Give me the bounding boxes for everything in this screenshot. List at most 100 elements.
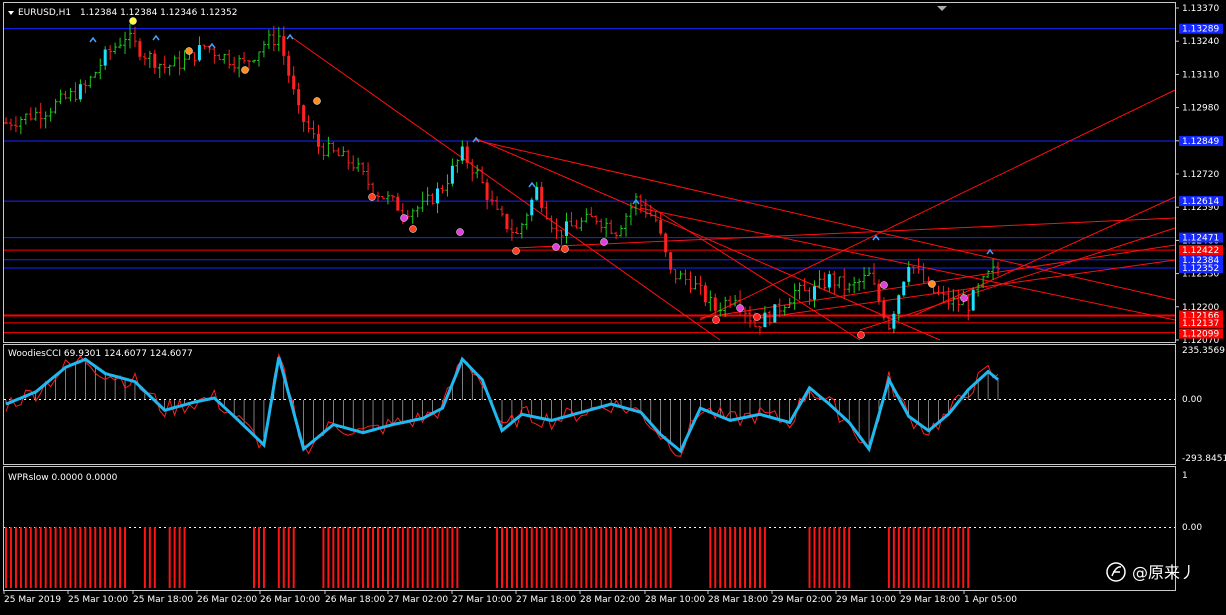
candle-body xyxy=(396,196,400,211)
time-axis: 25 Mar 2019 25 Mar 10:00 25 Mar 18:00 26 Ma… xyxy=(3,590,1017,605)
signal-marker xyxy=(313,97,321,105)
candle-body xyxy=(703,285,707,303)
candle-body xyxy=(505,214,509,230)
candle-body xyxy=(763,312,767,328)
price-tick-label: 1.12200 xyxy=(1182,303,1219,313)
time-tick-label: 27 Mar 02:00 xyxy=(388,595,448,605)
price-tag-blue xyxy=(1179,262,1223,273)
price-tag-text: 1.12614 xyxy=(1182,197,1219,207)
cci-axis-label: -293.8451 xyxy=(1182,454,1226,464)
time-tick-label: 26 Mar 02:00 xyxy=(197,595,257,605)
cci-axis: 235.3569 0.00 -293.8451 xyxy=(1182,346,1226,464)
cci-axis-label: 0.00 xyxy=(1182,395,1202,405)
arrow-up-icon xyxy=(872,234,880,241)
horizontal-levels xyxy=(4,28,1175,334)
signal-marker xyxy=(880,281,888,289)
price-tags: 1.132891.128491.126141.124711.123841.123… xyxy=(1179,23,1223,340)
signal-marker xyxy=(736,304,744,312)
trend-lines xyxy=(289,35,1176,341)
candle-body xyxy=(882,300,886,318)
candle-body xyxy=(907,267,911,282)
chevron-down-icon[interactable] xyxy=(8,11,14,15)
ohlc-label: 1.12384 1.12384 1.12346 1.12352 xyxy=(80,8,237,18)
candle-body xyxy=(669,252,673,270)
candle-body xyxy=(465,146,469,163)
price-tag-blue xyxy=(1179,23,1223,34)
arrow-up-icon xyxy=(286,33,294,40)
candle-body xyxy=(773,304,777,323)
trend-line xyxy=(514,217,1176,249)
candle-body xyxy=(302,105,306,122)
price-tick-label: 1.12070 xyxy=(1182,336,1219,346)
price-tag-text: 1.12471 xyxy=(1182,234,1219,244)
candle-body xyxy=(713,297,717,311)
trend-line xyxy=(699,89,1176,321)
candle-body xyxy=(897,295,901,314)
time-tick-label: 26 Mar 18:00 xyxy=(325,595,385,605)
price-tag-red xyxy=(1179,317,1223,328)
signal-marker xyxy=(928,280,936,288)
cci-signal-line xyxy=(5,352,999,457)
candle-body xyxy=(485,182,489,200)
candle-body xyxy=(971,289,975,311)
time-tick-label: 28 Mar 02:00 xyxy=(580,595,640,605)
time-tick-label: 1 Apr 05:00 xyxy=(964,595,1017,605)
arrow-up-icon xyxy=(89,36,97,43)
cci-axis-label: 235.3569 xyxy=(1182,346,1225,356)
signal-marker xyxy=(753,313,761,321)
cci-line xyxy=(5,356,999,454)
time-tick-label: 27 Mar 18:00 xyxy=(516,595,576,605)
price-tick-label: 1.12330 xyxy=(1182,270,1219,280)
price-tick-label: 1.13370 xyxy=(1182,4,1219,14)
logo-icon xyxy=(1106,562,1126,582)
price-tag-blue xyxy=(1179,254,1223,265)
trend-line xyxy=(474,139,1176,301)
price-tag-red xyxy=(1179,328,1223,339)
signal-marker xyxy=(561,245,569,253)
arrow-up-icon xyxy=(528,181,536,188)
watermark: @原来丿 xyxy=(1106,562,1196,582)
signal-marker xyxy=(400,214,408,222)
time-tick-label: 29 Mar 18:00 xyxy=(900,595,960,605)
trend-line xyxy=(289,35,721,341)
price-panel[interactable] xyxy=(4,17,1176,341)
candle-body xyxy=(659,220,663,234)
candle-body xyxy=(812,286,816,300)
arrow-up-icon xyxy=(986,248,994,255)
price-tag-text: 1.12384 xyxy=(1182,256,1219,266)
time-tick-label: 25 Mar 18:00 xyxy=(133,595,193,605)
arrow-up-icon xyxy=(472,136,480,143)
wpr-label: WPRslow 0.0000 0.0000 xyxy=(8,473,118,483)
candle-body xyxy=(460,146,464,161)
signal-marker xyxy=(409,225,417,233)
signal-marker xyxy=(456,228,464,236)
shift-marker-icon[interactable] xyxy=(937,6,947,11)
symbol-label: EURUSD,H1 xyxy=(18,8,71,18)
candle-body xyxy=(153,53,157,68)
candle-body xyxy=(540,186,544,208)
wpr-panel[interactable]: WPRslow 0.0000 0.0000 10.00 xyxy=(4,471,1202,588)
candle-body xyxy=(78,84,82,100)
signal-marker xyxy=(960,294,968,302)
candle-body xyxy=(103,49,107,66)
panel-borders xyxy=(3,2,1176,591)
signal-marker xyxy=(185,47,193,55)
candle-body xyxy=(664,233,668,253)
cci-panel[interactable]: WoodiesCCI 69.9301 124.6077 124.6077 235… xyxy=(4,346,1226,464)
watermark-text: @原来丿 xyxy=(1132,563,1196,582)
candle-body xyxy=(287,55,291,76)
cci-label: WoodiesCCI 69.9301 124.6077 124.6077 xyxy=(8,349,193,359)
candle-body xyxy=(316,133,320,147)
time-tick-label: 25 Mar 10:00 xyxy=(68,595,128,605)
time-tick-label: 29 Mar 10:00 xyxy=(836,595,896,605)
candle-body xyxy=(827,274,831,288)
time-tick-label: 28 Mar 10:00 xyxy=(645,595,705,605)
price-tag-text: 1.12137 xyxy=(1182,319,1219,329)
signal-markers xyxy=(89,17,994,339)
price-tag-text: 1.12166 xyxy=(1182,311,1219,321)
trend-line xyxy=(859,227,1176,331)
trend-line xyxy=(639,199,861,341)
candle-body xyxy=(564,221,568,236)
